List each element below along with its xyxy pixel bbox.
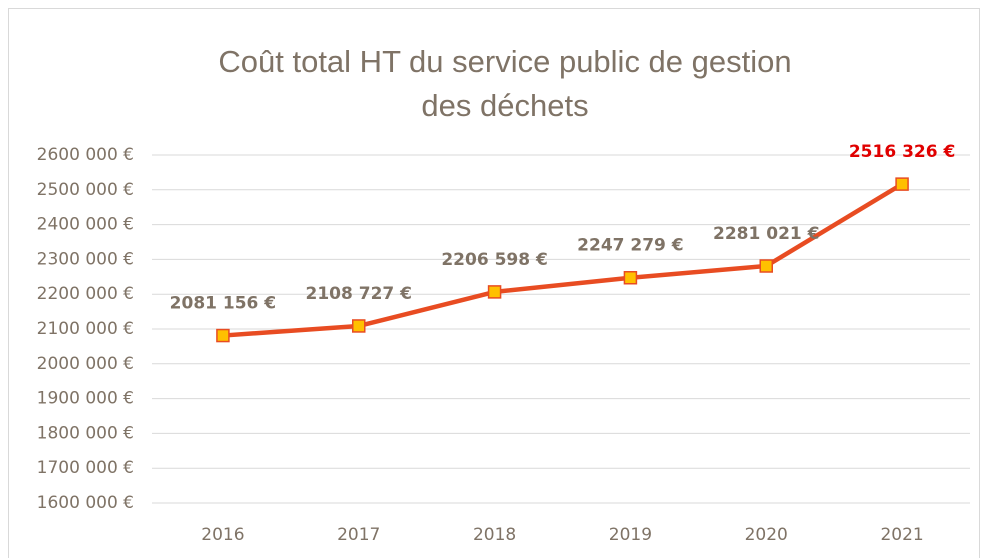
- y-tick-label: 1900 000 €: [37, 389, 134, 409]
- x-tick-label: 2017: [337, 525, 380, 545]
- data-label: 2108 727 €: [306, 284, 412, 304]
- y-tick-label: 2500 000 €: [37, 180, 134, 200]
- x-tick-label: 2021: [880, 525, 923, 545]
- x-tick-label: 2016: [201, 525, 244, 545]
- chart-frame: [8, 8, 980, 558]
- y-tick-label: 1800 000 €: [37, 423, 134, 443]
- data-label: 2281 021 €: [713, 224, 819, 244]
- y-tick-label: 2100 000 €: [37, 319, 134, 339]
- data-point: [487, 285, 502, 299]
- y-tick-label: 2200 000 €: [37, 284, 134, 304]
- data-label: 2081 156 €: [170, 294, 276, 314]
- y-tick-label: 1700 000 €: [37, 458, 134, 478]
- data-label: 2516 326 €: [849, 142, 955, 162]
- y-tick-label: 2400 000 €: [37, 215, 134, 235]
- x-tick-label: 2018: [473, 525, 516, 545]
- x-tick-label: 2020: [745, 525, 788, 545]
- x-tick-label: 2019: [609, 525, 652, 545]
- y-tick-label: 1600 000 €: [37, 493, 134, 513]
- data-point: [895, 177, 909, 191]
- data-line: [222, 182, 904, 338]
- data-label: 2247 279 €: [577, 236, 683, 256]
- chart-title: Coût total HT du service public de gesti…: [218, 44, 792, 123]
- y-tick-label: 2300 000 €: [37, 249, 134, 269]
- data-point: [623, 270, 638, 285]
- data-point: [352, 319, 366, 333]
- y-tick-label: 2600 000 €: [37, 145, 134, 165]
- data-label: 2206 598 €: [441, 250, 547, 270]
- data-point: [759, 259, 773, 273]
- data-point: [216, 328, 230, 343]
- y-tick-label: 2000 000 €: [37, 354, 134, 374]
